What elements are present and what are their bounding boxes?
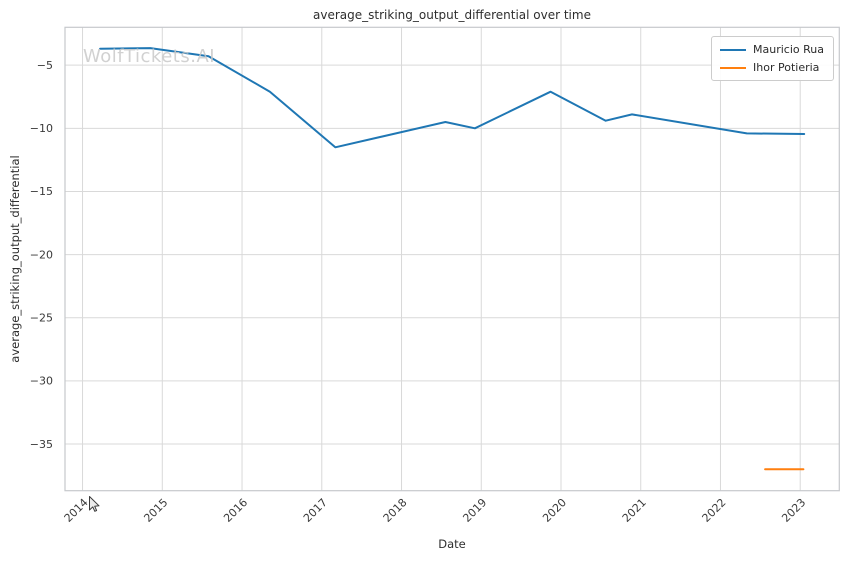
x-tick-label: 2014 (62, 496, 91, 525)
y-tick-label: −10 (30, 122, 53, 135)
mouse-cursor-icon (89, 496, 100, 512)
chart-title: average_striking_output_differential ove… (313, 8, 591, 22)
series-line-mauricio-rua (99, 47, 806, 149)
x-tick-label: 2018 (381, 496, 410, 525)
legend: Mauricio Rua Ihor Potieria (711, 36, 834, 81)
plot-border (64, 26, 840, 492)
x-tick-label: 2022 (700, 496, 729, 525)
x-tick-label: 2017 (301, 496, 330, 525)
y-tick-label: −30 (30, 375, 53, 388)
y-tick-label: −25 (30, 312, 53, 325)
legend-item: Ihor Potieria (720, 61, 824, 74)
x-tick-label: 2015 (141, 496, 170, 525)
watermark: WolfTickets.AI (83, 46, 216, 67)
y-axis-label: average_striking_output_differential (8, 155, 22, 363)
legend-line-swatch (720, 66, 747, 69)
legend-item: Mauricio Rua (720, 43, 824, 56)
x-tick-label: 2019 (460, 496, 489, 525)
y-tick-label: −5 (37, 59, 53, 72)
x-tick-label: 2023 (779, 496, 808, 525)
x-tick-label: 2016 (221, 496, 250, 525)
y-tick-label: −35 (30, 438, 53, 451)
y-tick-label: −15 (30, 185, 53, 198)
legend-line-swatch (720, 48, 747, 51)
y-tick-label: −20 (30, 248, 53, 261)
legend-label: Mauricio Rua (753, 43, 824, 56)
legend-label: Ihor Potieria (753, 61, 820, 74)
x-axis-label: Date (438, 537, 466, 551)
x-tick-label: 2020 (540, 496, 569, 525)
x-tick-label: 2021 (620, 496, 649, 525)
